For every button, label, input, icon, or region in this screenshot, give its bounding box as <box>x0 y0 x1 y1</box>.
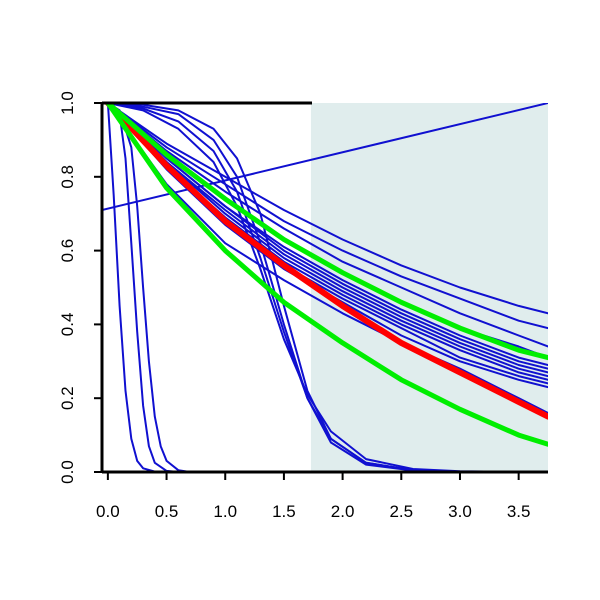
x-tick-label: 3.5 <box>507 502 531 521</box>
series-line-red-20 <box>104 103 548 420</box>
y-tick-label: 1.0 <box>58 91 77 115</box>
y-tick-label: 0.8 <box>58 165 77 189</box>
x-tick-label: 0.0 <box>96 502 120 521</box>
x-tick-label: 1.0 <box>213 502 237 521</box>
y-tick-label: 0.4 <box>58 313 77 337</box>
x-tick-label: 2.5 <box>389 502 413 521</box>
series-line-blue-1 <box>106 103 548 330</box>
series-line-green-21 <box>105 103 548 361</box>
series-line-green-22 <box>105 103 548 447</box>
y-tick-label: 0.6 <box>58 239 77 263</box>
series-line-blue-17 <box>106 103 548 472</box>
series-line-blue-7 <box>106 103 548 378</box>
series-line-blue-5 <box>106 103 548 370</box>
series-line-blue-2 <box>106 103 548 348</box>
y-tick-label: 0.0 <box>58 460 77 484</box>
x-tick-label: 1.5 <box>272 502 296 521</box>
series-line-blue-16 <box>106 103 548 472</box>
x-tick-label: 3.0 <box>448 502 472 521</box>
series-line-blue-0 <box>106 103 548 315</box>
series-line-blue-12 <box>102 103 548 211</box>
y-tick-label: 0.2 <box>58 386 77 410</box>
x-tick-label: 0.5 <box>155 502 179 521</box>
series-line-blue-15 <box>106 103 548 472</box>
y-ticks: 0.0 0.2 0.4 0.6 0.8 1.0 <box>58 91 102 484</box>
x-tick-label: 2.0 <box>331 502 355 521</box>
series-layer <box>102 103 548 472</box>
series-line-blue-11 <box>106 103 548 414</box>
x-ticks: 0.0 0.5 1.0 1.5 2.0 2.5 3.0 3.5 <box>96 472 530 521</box>
